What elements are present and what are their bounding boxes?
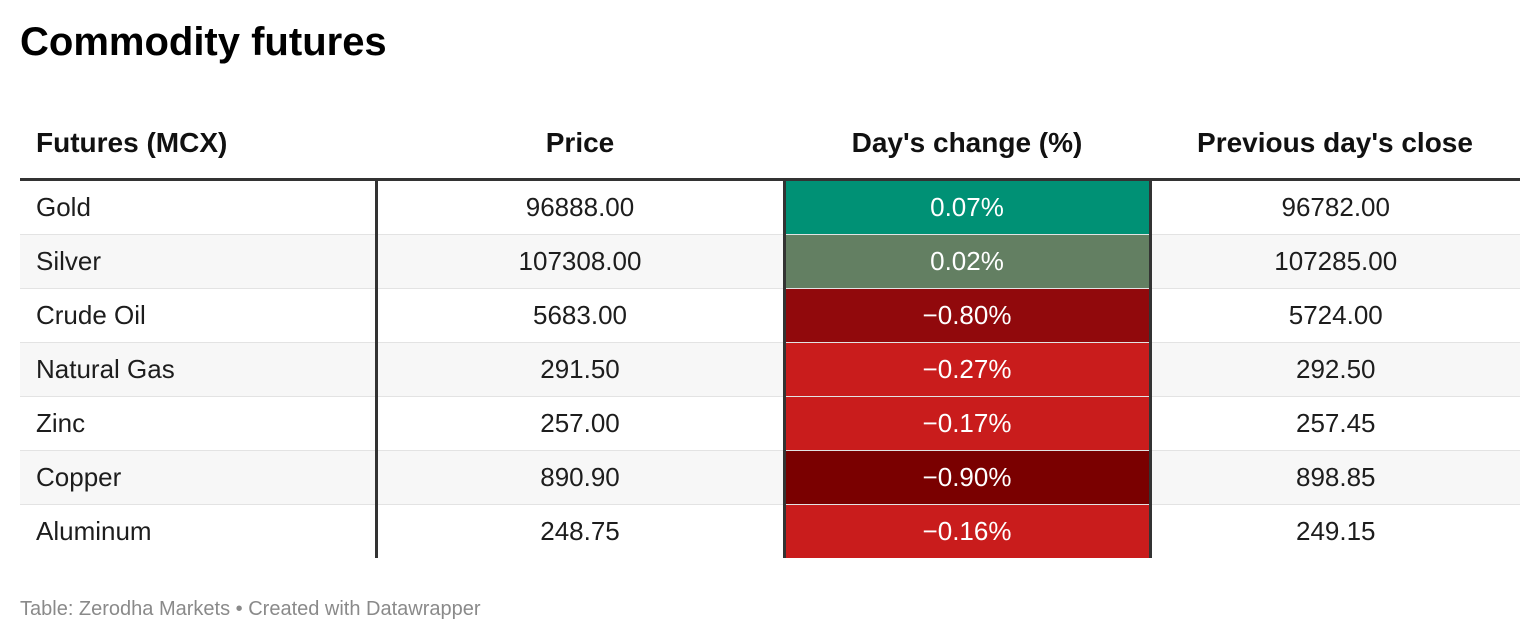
header-row: Futures (MCX) Price Day's change (%) Pre…	[20, 108, 1520, 181]
days-change-cell: −0.16%	[782, 504, 1152, 558]
column-header-previous-close[interactable]: Previous day's close	[1150, 108, 1520, 181]
previous-close-cell: 898.85	[1150, 450, 1520, 505]
commodity-name-cell: Gold	[20, 179, 378, 235]
table-row: Zinc 257.00 −0.17% 257.45	[20, 396, 1520, 451]
previous-close-cell: 249.15	[1295, 516, 1376, 546]
table-row: Natural Gas 291.50 −0.27% 292.50	[20, 342, 1520, 397]
price-cell: 248.75	[540, 516, 620, 546]
days-change-cell: −0.90%	[782, 450, 1152, 505]
column-header-futures[interactable]: Futures (MCX)	[20, 108, 376, 181]
table-row: Aluminum 248.75 −0.16% 249.15	[20, 504, 1520, 558]
previous-close-cell: 107285.00	[1150, 234, 1520, 289]
price-cell: 890.90	[376, 450, 784, 505]
table-header: Futures (MCX) Price Day's change (%) Pre…	[20, 108, 1520, 181]
previous-close-cell: 96782.00	[1150, 179, 1520, 235]
table-row: Copper 890.90 −0.90% 898.85	[20, 450, 1520, 505]
commodity-table: Futures (MCX) Price Day's change (%) Pre…	[20, 108, 1520, 558]
price-cell: 5683.00	[376, 288, 784, 343]
commodity-name-cell: Silver	[20, 234, 378, 289]
commodity-name-cell: Aluminum	[20, 504, 378, 558]
column-header-price[interactable]: Price	[376, 108, 784, 181]
previous-close-cell: 292.50	[1150, 342, 1520, 397]
source-note: Table: Zerodha Markets • Created with Da…	[20, 598, 481, 620]
price-cell: 107308.00	[376, 234, 784, 289]
price-cell: 257.00	[376, 396, 784, 451]
previous-close-cell: 257.45	[1150, 396, 1520, 451]
chart-title: Commodity futures	[20, 20, 387, 64]
price-cell: 291.50	[376, 342, 784, 397]
days-change-cell: −0.17%	[782, 396, 1152, 451]
days-change-cell: 0.02%	[782, 234, 1152, 289]
previous-close-cell: 5724.00	[1150, 288, 1520, 343]
column-header-days-change[interactable]: Day's change (%)	[784, 108, 1150, 181]
days-change-cell: −0.27%	[782, 342, 1152, 397]
table-row: Crude Oil 5683.00 −0.80% 5724.00	[20, 288, 1520, 343]
days-change-cell: 0.07%	[782, 179, 1152, 235]
commodity-name-cell: Zinc	[20, 396, 378, 451]
commodity-name-cell: Crude Oil	[20, 288, 378, 343]
days-change-cell: −0.80%	[782, 288, 1152, 343]
price-cell: 96888.00	[376, 179, 784, 235]
commodity-name-cell: Natural Gas	[20, 342, 378, 397]
table-row: Gold 96888.00 0.07% 96782.00	[20, 179, 1520, 235]
commodity-name-cell: Copper	[20, 450, 378, 505]
table-body: Gold 96888.00 0.07% 96782.00 Silver 107308.00…	[20, 179, 1520, 558]
table-row: Silver 107308.00 0.02% 107285.00	[20, 234, 1520, 289]
